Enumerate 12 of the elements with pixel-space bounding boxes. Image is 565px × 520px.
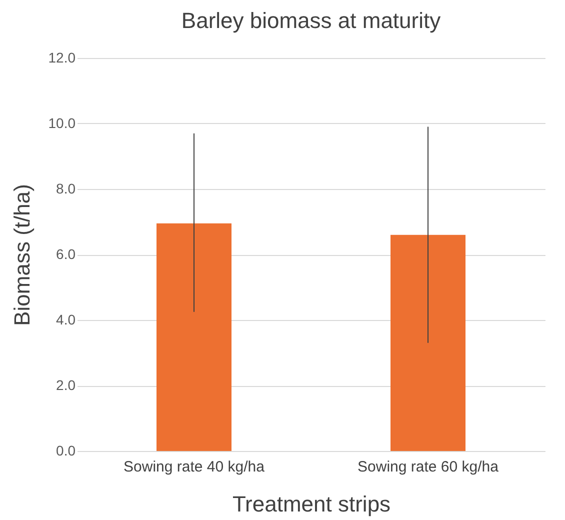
y-axis-title: Biomass (t/ha) <box>9 184 34 326</box>
y-tick-label: 12.0 <box>48 50 76 66</box>
y-tick-label: 6.0 <box>56 246 76 262</box>
x-axis-title: Treatment strips <box>232 492 391 516</box>
y-tick-label: 0.0 <box>56 442 76 458</box>
x-tick-label: Sowing rate 40 kg/ha <box>124 458 266 476</box>
y-tick-label: 8.0 <box>56 180 76 196</box>
y-tick-label: 4.0 <box>56 312 76 328</box>
y-tick-label: 10.0 <box>48 115 76 131</box>
chart-title: Barley biomass at maturity <box>181 8 441 33</box>
y-tick-label: 2.0 <box>56 377 76 393</box>
x-tick-label: Sowing rate 60 kg/ha <box>358 458 500 476</box>
